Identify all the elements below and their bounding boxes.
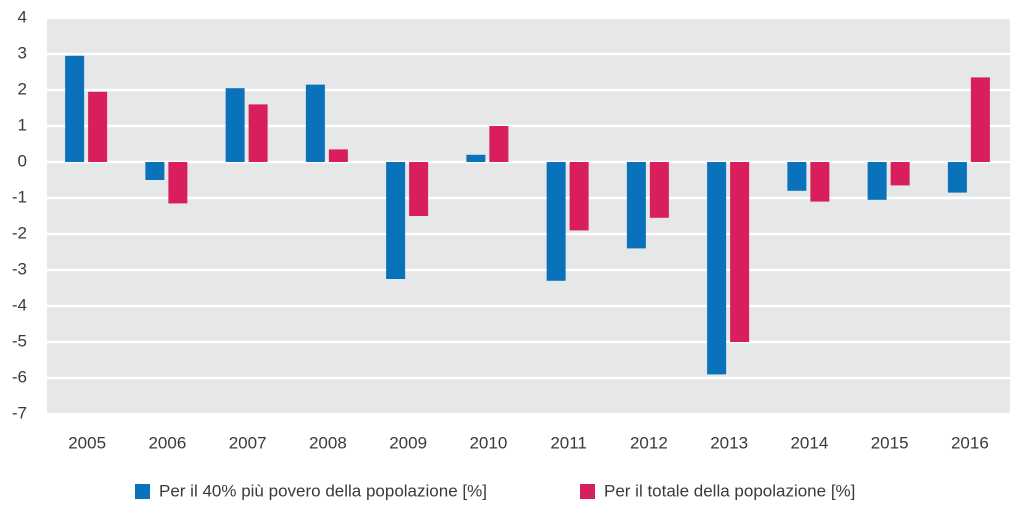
legend-swatch [135,484,150,499]
bar [225,88,245,162]
x-tick-label: 2016 [951,433,989,452]
bar [970,77,990,162]
bar [867,162,887,200]
bar [328,149,348,162]
bar [947,162,967,193]
plot-background [47,18,1010,414]
bar [787,162,807,191]
x-tick-label: 2013 [710,433,748,452]
x-tick-label: 2007 [229,433,267,452]
bar [409,162,429,216]
bar [65,55,85,162]
y-tick-label: -6 [12,367,27,386]
y-tick-label: 0 [18,151,27,170]
y-tick-label: 4 [18,7,27,26]
legend-swatch [580,484,595,499]
bar [305,84,325,162]
bar [386,162,406,279]
y-tick-label: 2 [18,79,27,98]
x-tick-label: 2012 [630,433,668,452]
x-tick-label: 2008 [309,433,347,452]
bar [88,91,108,162]
y-tick-label: 3 [18,43,27,62]
x-tick-label: 2009 [389,433,427,452]
y-tick-label: 1 [18,115,27,134]
bar [810,162,830,202]
y-tick-label: -4 [12,295,27,314]
x-tick-label: 2015 [871,433,909,452]
legend-label: Per il 40% più povero della popolazione … [159,481,487,500]
y-tick-label: -3 [12,259,27,278]
x-tick-label: 2011 [550,433,587,452]
bar [489,126,509,162]
bar [145,162,165,180]
bar [707,162,727,375]
bar [890,162,910,186]
x-tick-label: 2010 [469,433,507,452]
bar [248,104,268,162]
x-tick-label: 2005 [68,433,106,452]
bar [626,162,646,249]
y-tick-label: -5 [12,331,27,350]
y-tick-label: -7 [12,403,27,422]
bar [649,162,669,218]
x-tick-label: 2006 [148,433,186,452]
y-tick-label: -2 [12,223,27,242]
bar [730,162,750,342]
bar [466,154,486,162]
bar [546,162,566,281]
x-tick-label: 2014 [790,433,828,452]
legend-label: Per il totale della popolazione [%] [604,481,855,500]
bar [569,162,589,231]
bar [168,162,188,204]
y-tick-label: -1 [12,187,27,206]
